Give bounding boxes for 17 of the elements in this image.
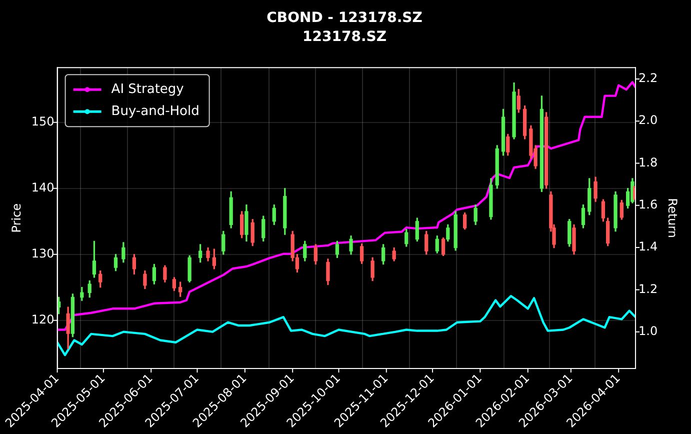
y2-tick-label: 1.6 — [638, 198, 658, 212]
y2-axis-title: Return — [666, 198, 680, 238]
y-axis-title: Price — [9, 203, 24, 233]
chart-subtitle: 123178.SZ — [302, 28, 386, 45]
y-tick-label: 130 — [31, 246, 54, 260]
y2-tick-label: 1.2 — [638, 282, 658, 296]
chart-title: CBOND - 123178.SZ — [266, 10, 422, 26]
y2-tick-label: 2.2 — [638, 71, 658, 86]
y2-tick-label: 1.8 — [638, 155, 658, 170]
legend-label: Buy-and-Hold — [111, 104, 200, 119]
legend-label: AI Strategy — [111, 82, 184, 97]
y2-tick-label: 1.4 — [638, 240, 658, 254]
y2-tick-label: 2.0 — [638, 113, 658, 128]
y-tick-label: 120 — [31, 312, 54, 326]
y-tick-label: 140 — [31, 180, 54, 194]
y2-tick-label: 1.0 — [638, 324, 658, 338]
y-tick-label: 150 — [31, 114, 54, 128]
